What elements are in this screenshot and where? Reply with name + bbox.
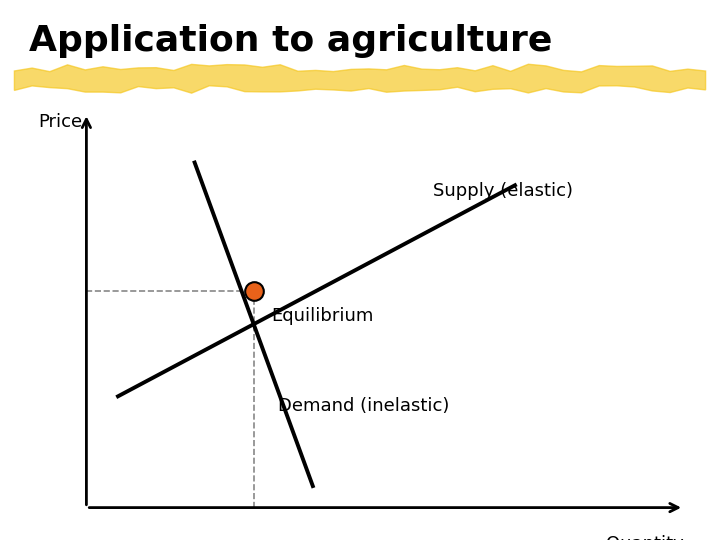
Text: Supply (elastic): Supply (elastic) xyxy=(433,182,573,200)
Text: Equilibrium: Equilibrium xyxy=(271,307,374,325)
Text: Price: Price xyxy=(39,113,83,131)
Text: Application to agriculture: Application to agriculture xyxy=(29,24,552,58)
Text: Quantity: Quantity xyxy=(606,535,684,540)
Point xyxy=(248,286,259,295)
Polygon shape xyxy=(14,64,706,93)
Text: Demand (inelastic): Demand (inelastic) xyxy=(278,397,449,415)
